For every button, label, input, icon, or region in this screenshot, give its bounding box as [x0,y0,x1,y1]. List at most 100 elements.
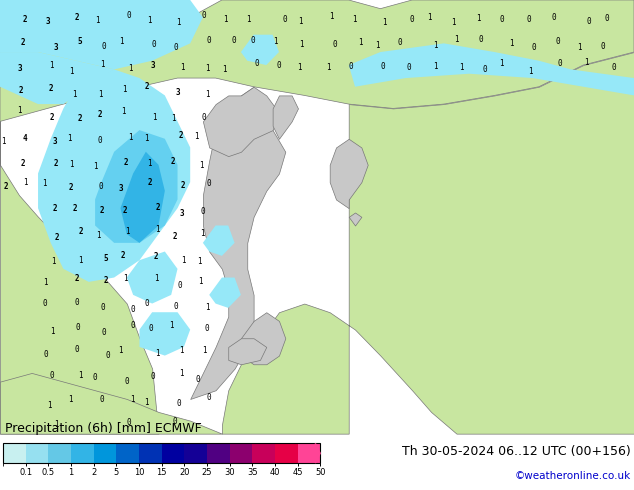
Text: 1: 1 [68,134,72,143]
Text: 3: 3 [119,184,123,193]
Text: 0: 0 [75,345,79,354]
Text: 1: 1 [375,41,380,50]
Text: 0: 0 [556,37,560,46]
Text: 0: 0 [557,59,562,68]
Text: 1: 1 [199,161,204,170]
Text: 1: 1 [155,225,160,234]
Text: 0: 0 [604,14,609,23]
Text: 1: 1 [202,345,207,355]
Text: 0: 0 [149,324,153,333]
Text: ©weatheronline.co.uk: ©weatheronline.co.uk [515,471,631,481]
Text: 1: 1 [55,420,59,429]
Text: 1: 1 [130,395,135,404]
Text: 2: 2 [170,157,175,166]
Text: 1: 1 [100,60,105,69]
Text: 3: 3 [151,61,155,70]
Text: 0: 0 [196,375,200,384]
Text: 1: 1 [198,277,203,287]
Text: 1: 1 [95,16,100,24]
Text: 1: 1 [169,321,174,330]
Text: 1: 1 [78,370,82,380]
Text: 1: 1 [299,17,303,25]
Text: 1: 1 [70,67,74,75]
Text: 0: 0 [124,377,129,386]
Text: 1: 1 [42,179,47,188]
Text: 1: 1 [93,162,98,171]
Text: 0: 0 [200,207,205,216]
Text: 2: 2 [123,206,127,215]
Text: 1: 1 [459,64,463,73]
Text: 0: 0 [100,303,105,312]
Text: 0: 0 [144,299,149,308]
Text: 0: 0 [478,35,483,44]
Text: 1: 1 [48,401,52,410]
Text: 1: 1 [119,37,124,46]
Text: 2: 2 [53,204,58,213]
Text: Th 30-05-2024 06..12 UTC (00+156): Th 30-05-2024 06..12 UTC (00+156) [402,445,631,458]
Text: 0: 0 [131,321,135,330]
Text: 3: 3 [46,17,51,26]
Text: 1: 1 [179,346,183,355]
Text: 1: 1 [128,64,133,73]
Text: 1: 1 [329,12,333,21]
Text: 0: 0 [283,15,287,24]
Text: 1: 1 [273,37,278,47]
Text: 1: 1 [205,90,209,98]
Text: 1: 1 [69,160,74,169]
Text: 1: 1 [126,227,130,236]
Text: 0: 0 [406,63,411,72]
Text: 1: 1 [223,15,228,24]
Text: 0: 0 [127,418,131,427]
Text: 1: 1 [152,113,157,122]
Text: 2: 2 [54,159,58,168]
Text: 0: 0 [126,11,131,20]
Text: 1: 1 [147,16,152,25]
Text: 2: 2 [18,86,23,95]
Text: 2: 2 [77,114,82,123]
Text: 1: 1 [23,178,27,188]
Text: 1: 1 [451,18,456,27]
Text: 1: 1 [529,67,533,75]
Text: 0: 0 [600,42,605,51]
Text: 3: 3 [179,209,184,218]
Text: 2: 2 [74,274,79,283]
Text: 0: 0 [44,350,48,359]
Text: 1: 1 [16,106,22,115]
Text: 0: 0 [482,65,487,74]
Text: 1: 1 [477,14,481,23]
Text: 2: 2 [4,182,8,191]
Text: 1: 1 [128,133,133,142]
Text: 0: 0 [397,38,402,47]
Text: 1: 1 [123,274,128,284]
Text: 0: 0 [99,182,103,191]
Text: 0: 0 [586,17,591,25]
Text: 0: 0 [206,179,210,188]
Text: 1: 1 [68,395,73,404]
Text: 0: 0 [207,393,211,402]
Text: 5: 5 [78,37,82,46]
Text: 1: 1 [509,39,514,48]
Text: 2: 2 [49,113,54,122]
Text: 1: 1 [144,398,149,407]
Text: 1: 1 [179,369,184,378]
Text: 0: 0 [101,328,106,337]
Text: 1: 1 [352,15,357,24]
Text: 0: 0 [100,395,104,404]
Text: 0: 0 [93,373,98,383]
Text: 2: 2 [100,206,104,215]
Text: 0: 0 [42,299,47,308]
Text: 0: 0 [205,324,209,333]
Text: 1: 1 [382,19,387,27]
Text: 1: 1 [119,346,123,355]
Text: 1: 1 [98,91,102,99]
Text: 0: 0 [202,11,207,20]
Text: 1: 1 [433,62,438,71]
Text: 2: 2 [98,110,103,119]
Text: 1: 1 [181,256,186,265]
Polygon shape [316,443,320,463]
Text: 1: 1 [122,85,127,95]
Text: 0: 0 [251,36,256,45]
Text: 1: 1 [121,107,126,116]
Text: 2: 2 [181,181,185,190]
Text: 1: 1 [51,257,56,266]
